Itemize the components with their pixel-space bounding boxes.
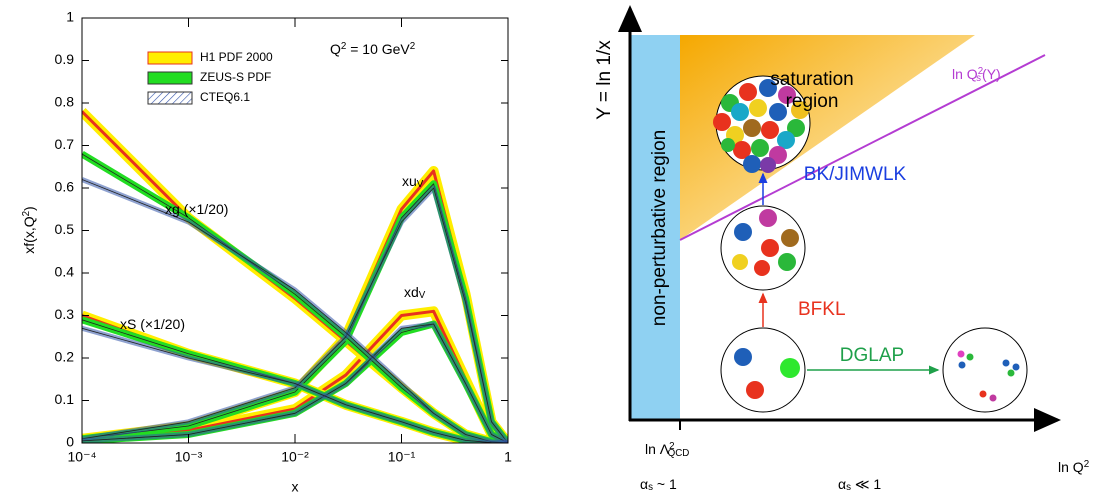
curve-name: xg (×1/20) — [165, 201, 228, 217]
legend-label: H1 PDF 2000 — [200, 50, 273, 64]
saturation-line-label-part: 2 — [978, 66, 983, 77]
saturated-hadron — [713, 75, 811, 173]
y-axis-label: xf(x,Q2) — [21, 206, 37, 253]
annotation-part: 2 — [410, 41, 415, 52]
pdf-center — [82, 179, 508, 443]
lambda-label-part: QCD — [668, 448, 690, 459]
evolution-diagram: non-perturbative region saturation regio… — [594, 5, 1089, 493]
curve-name: xd — [404, 284, 419, 300]
y-tick-label: 0.7 — [55, 136, 75, 152]
curve-label: xS (×1/20) — [120, 316, 185, 332]
x-tick-label: 10⁻⁴ — [68, 449, 97, 465]
nonperturbative-strip — [631, 35, 680, 420]
y-tick-label: 0.3 — [55, 306, 75, 322]
y-tick-label: 0 — [66, 434, 74, 450]
alpha-weak-label-part: ≪ 1 — [851, 476, 881, 492]
saturation-line-label-part: (Y) — [982, 66, 1001, 82]
x-axis-label-part: ln Q — [1058, 459, 1084, 475]
x-axis-label: ln Q2 — [1058, 459, 1089, 475]
curve-name: xS (×1/20) — [120, 316, 185, 332]
y-tick-label: 1 — [66, 9, 74, 25]
legend-swatch — [147, 71, 193, 85]
annotation-part: = 10 GeV — [346, 41, 410, 57]
curve-label: xg (×1/20) — [165, 201, 228, 217]
saturation-line — [679, 54, 1046, 241]
y-axis-label-part: ) — [21, 206, 37, 211]
curve-sub: V — [419, 290, 426, 301]
x-tick-label: 10⁻² — [281, 449, 309, 465]
curve-sub: V — [417, 179, 424, 190]
alpha-strong-label-part: ~ 1 — [653, 476, 677, 492]
alpha-weak-label: αs ≪ 1 — [838, 476, 881, 493]
y-axis-label-part: 2 — [21, 211, 32, 216]
pdf-center — [82, 187, 508, 443]
x-tick-label: 1 — [504, 449, 512, 465]
saturation-label: region — [786, 91, 839, 112]
y-axis-label: Y = ln 1/x — [594, 40, 615, 120]
legend-label: ZEUS-S PDF — [200, 70, 271, 84]
x-axis-label: x — [292, 479, 299, 495]
bk-label: BK/JIMWLK — [804, 164, 907, 185]
pdf-center — [82, 323, 508, 443]
y-axis-label-part: xf(x,Q — [21, 216, 37, 253]
x-tick-label: 10⁻¹ — [388, 449, 416, 465]
x-tick-label: 10⁻³ — [175, 449, 203, 465]
lambda-label-part: 2 — [669, 441, 674, 452]
legend-label: CTEQ6.1 — [200, 90, 250, 104]
saturation-line-label: ln Q2 s(Y) — [952, 66, 1001, 84]
legend-swatch — [147, 51, 193, 65]
y-tick-label: 0.1 — [55, 391, 75, 407]
alpha-strong-label-part: s — [648, 482, 653, 493]
legend-swatch — [147, 91, 193, 105]
bfkl-label: BFKL — [798, 299, 846, 320]
pdf-center — [82, 327, 508, 443]
nonperturbative-label: non-perturbative region — [649, 130, 670, 326]
annotation-part: 2 — [341, 41, 346, 52]
y-tick-label: 0.6 — [55, 179, 75, 195]
saturation-line-label-part: ln Q — [952, 66, 978, 82]
y-tick-label: 0.5 — [55, 221, 75, 237]
x-axis-label-part: 2 — [1084, 459, 1089, 470]
alpha-weak-label-part: α — [838, 476, 846, 492]
alpha-strong-label-part: α — [640, 476, 648, 492]
dilute-hadron — [720, 327, 806, 413]
resolved-hadron — [942, 327, 1028, 413]
dense-hadron — [720, 205, 806, 291]
alpha-strong-label: αs ~ 1 — [640, 476, 677, 493]
y-tick-label: 0.2 — [55, 349, 75, 365]
lambda-label: ln Λ2 QCD — [645, 441, 689, 459]
dglap-label: DGLAP — [840, 345, 904, 366]
curve-label: xuV — [402, 173, 424, 190]
pdf-chart: 0 0.1 0.2 0.3 0.4 0.5 0.6 0.7 0.8 0.9 1 10⁻⁴ 10⁻³ 10⁻… — [21, 9, 513, 495]
saturation-line-label-part: s — [976, 73, 981, 84]
annotation: Q2 = 10 GeV2 — [330, 41, 415, 57]
curve-label: xdV — [404, 284, 426, 301]
y-tick-label: 0.4 — [55, 264, 75, 280]
y-tick-label: 0.9 — [55, 51, 75, 67]
saturation-label: saturation — [770, 69, 853, 90]
annotation-part: Q — [330, 41, 341, 57]
alpha-weak-label-part: s — [846, 482, 851, 493]
y-tick-label: 0.8 — [55, 94, 75, 110]
curve-name: xu — [402, 173, 417, 189]
lambda-label-part: ln Λ — [645, 441, 670, 457]
